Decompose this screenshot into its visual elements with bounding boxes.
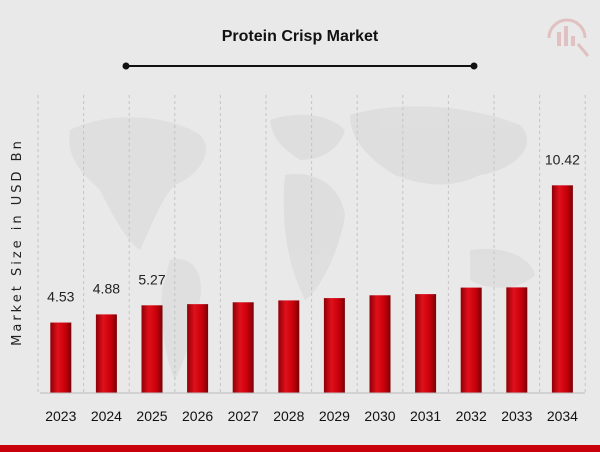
bars [50, 185, 573, 393]
brand-logo-icon [547, 18, 590, 57]
x-tick-label: 2028 [273, 408, 304, 424]
bar-2024 [95, 314, 117, 393]
underline-right-dot [470, 62, 478, 70]
bar-2027 [232, 302, 254, 393]
bar-2025 [141, 305, 163, 393]
bar-2030 [369, 295, 391, 393]
title-underline [122, 62, 478, 70]
bar-2034 [551, 185, 573, 393]
x-tick-label: 2023 [45, 408, 76, 424]
x-tick-label: 2032 [456, 408, 487, 424]
bar-2031 [415, 294, 437, 393]
x-tick-label: 2026 [182, 408, 213, 424]
x-tick-label: 2033 [501, 408, 532, 424]
bar-2032 [460, 287, 482, 393]
x-tick-label: 2029 [319, 408, 350, 424]
x-tick-label: 2024 [91, 408, 122, 424]
footer-strip [0, 445, 600, 452]
data-label-2023: 4.53 [47, 289, 74, 305]
grid-lines [37, 95, 586, 393]
bar-2023 [50, 322, 72, 393]
data-labels: 4.53 4.88 5.27 10.42 [47, 151, 580, 304]
underline-left-dot [122, 62, 130, 70]
chart-title: Protein Crisp Market [222, 28, 379, 45]
data-label-2024: 4.88 [93, 280, 120, 296]
bar-2029 [323, 298, 345, 393]
data-label-2034: 10.42 [545, 151, 580, 167]
x-axis-ticks: 2023 2024 2025 2026 2027 2028 2029 2030 2031 2032… [45, 408, 578, 424]
x-tick-label: 2030 [364, 408, 395, 424]
x-tick-label: 2034 [547, 408, 578, 424]
bar-2033 [506, 287, 528, 393]
y-axis-label: Market Size in USD Bn [10, 138, 25, 346]
x-tick-label: 2025 [136, 408, 167, 424]
bar-2028 [278, 300, 300, 393]
x-tick-label: 2031 [410, 408, 441, 424]
bar-2026 [187, 304, 209, 393]
world-map-backdrop [69, 106, 535, 380]
x-tick-label: 2027 [228, 408, 259, 424]
data-label-2025: 5.27 [138, 271, 165, 287]
